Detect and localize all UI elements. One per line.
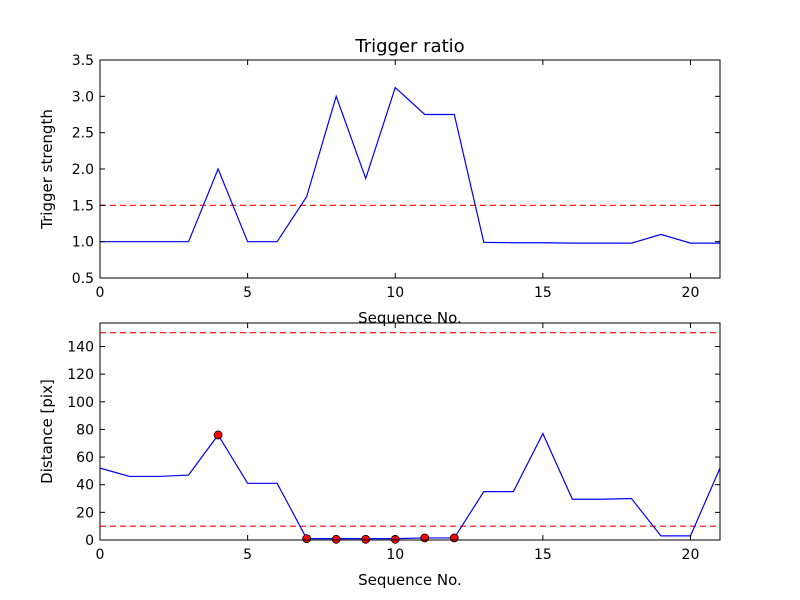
y-axis-label: Distance [pix]	[38, 379, 56, 484]
y-axis-label: Trigger strength	[38, 109, 56, 230]
x-tick-label: 20	[682, 547, 700, 563]
y-tick-label: 1.5	[72, 198, 94, 214]
x-axis-label: Sequence No.	[358, 309, 462, 327]
y-tick-label: 1.0	[72, 235, 94, 251]
data-point-marker	[302, 534, 312, 544]
chart-title: Trigger ratio	[354, 36, 464, 57]
y-tick-label: 60	[76, 450, 94, 466]
x-tick-label: 15	[534, 547, 552, 563]
y-tick-label: 2.0	[72, 162, 94, 178]
x-tick-label: 0	[96, 547, 105, 563]
y-tick-label: 0	[85, 533, 94, 549]
data-point-marker	[420, 533, 430, 543]
y-tick-label: 3.5	[72, 53, 94, 69]
data-point-marker	[449, 533, 459, 543]
x-tick-label: 15	[534, 285, 552, 301]
y-tick-label: 0.5	[72, 271, 94, 287]
series-line	[99, 432, 721, 540]
x-axis-label: Sequence No.	[358, 571, 462, 589]
axes-frame	[99, 322, 721, 541]
y-tick-label: 3.0	[72, 89, 94, 105]
y-tick-label: 140	[67, 339, 94, 355]
y-tick-label: 120	[67, 367, 94, 383]
x-tick-label: 20	[682, 285, 700, 301]
y-tick-label: 2.5	[72, 126, 94, 142]
y-tick-label: 20	[76, 505, 94, 521]
bottom-chart: 0 5 10 15 20 0 20 40 60 80 100 120 140 Sequence No. Di…	[38, 322, 721, 589]
x-tick-label: 10	[386, 547, 404, 563]
y-tick-label: 100	[67, 395, 94, 411]
data-point-marker	[361, 534, 371, 544]
data-point-marker	[213, 430, 223, 440]
x-tick-label: 5	[243, 547, 252, 563]
x-tick-label: 0	[96, 285, 105, 301]
top-chart: 0 5 10 15 20 0.5 1.0 1.5 2.0 2.5 3.0 3.5 Sequence No…	[38, 36, 721, 327]
data-point-marker	[331, 534, 341, 544]
series-line	[100, 86, 720, 244]
y-tick-label: 80	[76, 422, 94, 438]
y-tick-label: 40	[76, 478, 94, 494]
x-tick-label: 5	[243, 285, 252, 301]
x-tick-label: 10	[386, 285, 404, 301]
